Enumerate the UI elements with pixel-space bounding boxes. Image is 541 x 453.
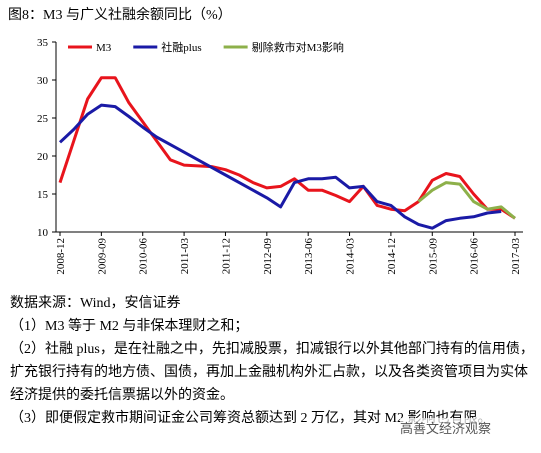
chart: 10 15 20 25 30 35 2008-12 2009-09 2010-06 2011-03…	[37, 37, 523, 275]
notes: 数据来源：Wind，安信证券 （1）M3 等于 M2 与非保本理财之和； （2）…	[10, 292, 534, 430]
series-line	[58, 76, 516, 220]
series-line	[417, 181, 516, 220]
x-tick-label: 2010-06	[138, 238, 150, 275]
note: （1）M3 等于 M2 与非保本理财之和；	[10, 319, 249, 334]
x-tick-label: 2012-09	[262, 238, 274, 275]
x-tick-label: 2016-06	[469, 238, 481, 275]
x-tick-label: 2017-03	[510, 238, 522, 275]
x-tick-label: 2015-09	[427, 238, 439, 275]
y-tick-label: 25	[37, 113, 49, 125]
legend-label: M3	[96, 42, 112, 54]
note: （3）即便假定救市期间证金公司筹资总额达到 2 万亿，其对 M2 影响也有限。	[10, 411, 492, 426]
y-tick-label: 10	[37, 227, 49, 239]
legend-label: 社融plus	[161, 40, 201, 54]
x-tick-label: 2011-03	[179, 238, 191, 275]
series-line	[58, 103, 502, 230]
source: 数据来源：Wind，安信证券	[10, 296, 181, 311]
note: （2）社融 plus，是在社融之中，先扣减股票，扣减银行以外其他部门持有的信用债…	[10, 342, 534, 403]
x-tick-label: 2009-09	[96, 238, 108, 275]
watermark: 高善文经济观察	[400, 418, 492, 437]
legend-label: 剔除救市对M3影响	[252, 40, 344, 54]
chart-title: 图8：M3 与广义社融余额同比（%）	[8, 8, 232, 23]
x-tick-label: 2011-12	[220, 238, 232, 274]
y-tick-label: 30	[37, 75, 49, 87]
x-tick-label: 2008-12	[55, 238, 67, 275]
y-tick-label: 15	[37, 189, 49, 201]
y-tick-label: 35	[37, 37, 49, 49]
x-tick-label: 2014-03	[345, 238, 357, 275]
y-tick-label: 20	[37, 151, 49, 163]
x-tick-label: 2014-12	[386, 238, 398, 275]
x-tick-label: 2013-06	[303, 238, 315, 275]
